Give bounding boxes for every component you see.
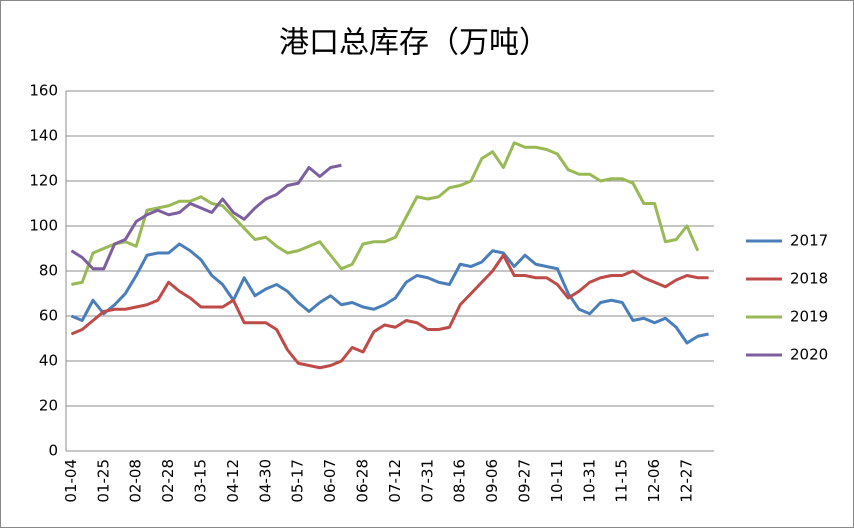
x-tick-label: 07-12 bbox=[386, 459, 404, 503]
x-tick-label: 12-06 bbox=[645, 459, 663, 503]
x-tick-label: 03-15 bbox=[192, 459, 210, 503]
x-tick-label: 02-28 bbox=[159, 459, 177, 503]
y-tick-label: 0 bbox=[48, 442, 58, 460]
x-tick-label: 04-12 bbox=[224, 459, 242, 503]
x-tick-label: 01-25 bbox=[94, 459, 112, 503]
y-tick-label: 60 bbox=[39, 307, 58, 325]
series-line bbox=[70, 163, 342, 271]
y-tick-label: 160 bbox=[29, 82, 58, 100]
legend-label: 2018 bbox=[790, 270, 828, 288]
legend-label: 2019 bbox=[790, 308, 828, 326]
x-tick-label: 05-17 bbox=[289, 459, 307, 503]
legend-label: 2020 bbox=[790, 346, 828, 364]
x-tick-label: 06-07 bbox=[321, 459, 339, 503]
x-tick-label: 09-27 bbox=[516, 459, 534, 503]
y-tick-label: 80 bbox=[39, 262, 58, 280]
x-tick-label: 02-08 bbox=[127, 459, 145, 503]
y-tick-label: 140 bbox=[29, 127, 58, 145]
series-line bbox=[70, 242, 709, 345]
legend-label: 2017 bbox=[790, 232, 828, 250]
y-tick-label: 20 bbox=[39, 397, 58, 415]
x-tick-label: 11-15 bbox=[613, 459, 631, 503]
x-tick-label: 09-06 bbox=[483, 459, 501, 503]
x-tick-label: 07-31 bbox=[418, 459, 436, 503]
y-tick-label: 40 bbox=[39, 352, 58, 370]
x-tick-label: 06-28 bbox=[354, 459, 372, 503]
x-tick-label: 04-30 bbox=[256, 459, 274, 503]
x-tick-label: 10-31 bbox=[580, 459, 598, 503]
y-tick-label: 120 bbox=[29, 172, 58, 190]
chart-title: 港口总库存（万吨） bbox=[279, 26, 549, 61]
x-tick-label: 12-27 bbox=[678, 459, 696, 503]
x-tick-label: 10-11 bbox=[548, 459, 566, 503]
y-tick-label: 100 bbox=[29, 217, 58, 235]
series-line bbox=[71, 141, 700, 286]
x-tick-label: 08-16 bbox=[451, 459, 469, 503]
series-line bbox=[70, 253, 709, 370]
x-tick-label: 01-04 bbox=[62, 459, 80, 503]
